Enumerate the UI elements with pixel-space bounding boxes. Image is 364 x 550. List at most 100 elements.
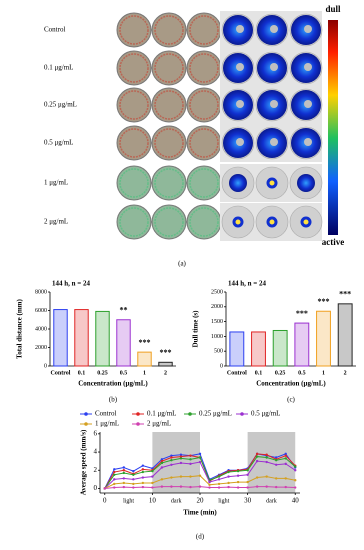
well xyxy=(151,50,187,86)
well xyxy=(186,125,222,161)
trace xyxy=(189,90,219,120)
well xyxy=(151,125,187,161)
trace xyxy=(154,15,184,45)
bar xyxy=(137,351,152,367)
point xyxy=(255,485,259,488)
dark-phase xyxy=(247,432,296,493)
heat xyxy=(229,174,247,192)
x-tick-label: 0.25 xyxy=(275,370,286,376)
bar xyxy=(337,303,353,367)
point xyxy=(284,454,287,457)
point xyxy=(189,462,192,466)
significance: *** xyxy=(139,338,151,347)
point xyxy=(294,479,297,482)
well xyxy=(186,87,222,123)
legend-label: 0.5 μg/mL xyxy=(251,410,280,418)
point xyxy=(198,456,202,459)
point xyxy=(255,476,259,479)
significance: ** xyxy=(120,306,128,315)
trace xyxy=(154,128,184,158)
heat xyxy=(232,216,244,228)
colorbar-bottom: active xyxy=(322,237,345,247)
point xyxy=(132,469,135,473)
point xyxy=(179,461,183,465)
point xyxy=(284,477,287,480)
point xyxy=(141,464,145,467)
trace xyxy=(119,168,149,198)
point xyxy=(132,473,135,476)
x-tick-label: 0.5 xyxy=(298,370,306,376)
point xyxy=(294,465,297,468)
legend-label: 2 μg/mL xyxy=(147,420,171,428)
x-tick-label: 40 xyxy=(292,497,300,505)
x-tick-label: 1 xyxy=(143,370,146,376)
point xyxy=(122,466,126,469)
significance: *** xyxy=(160,348,172,357)
point xyxy=(170,454,173,457)
well xyxy=(186,50,222,86)
panel-title: 144 h, n = 24 xyxy=(228,280,267,288)
point xyxy=(179,453,183,456)
row-label: 0.5 μg/mL xyxy=(44,139,73,147)
point xyxy=(198,452,202,456)
point xyxy=(141,476,145,479)
row-label: 0.25 μg/mL xyxy=(44,101,77,109)
point xyxy=(141,470,145,474)
point xyxy=(265,456,268,459)
point xyxy=(294,486,297,489)
phase-label: dark xyxy=(266,498,277,504)
bar xyxy=(116,319,131,367)
point xyxy=(217,482,221,486)
point xyxy=(217,478,221,481)
x-tick-label: 20 xyxy=(197,497,205,505)
point xyxy=(265,453,268,456)
point xyxy=(255,455,259,458)
point xyxy=(246,486,249,489)
point xyxy=(284,452,287,456)
point xyxy=(217,475,221,478)
point xyxy=(151,475,154,478)
heat-core xyxy=(270,100,278,108)
point xyxy=(227,470,230,474)
heat-core xyxy=(270,138,278,146)
caption: (c) xyxy=(287,396,295,404)
point xyxy=(246,469,249,472)
point xyxy=(113,486,116,489)
point xyxy=(284,462,287,466)
point xyxy=(113,470,116,474)
point xyxy=(179,457,183,460)
point xyxy=(151,469,154,473)
point xyxy=(217,486,221,489)
point xyxy=(179,485,183,488)
significance: *** xyxy=(296,309,308,318)
well xyxy=(186,12,222,48)
bar xyxy=(316,310,331,367)
dark-phase xyxy=(152,432,200,493)
point xyxy=(103,487,106,490)
phase-label: light xyxy=(123,498,134,504)
point xyxy=(132,482,135,486)
point xyxy=(141,485,145,489)
caption: (b) xyxy=(109,396,118,404)
point xyxy=(189,475,192,478)
trace xyxy=(189,15,219,45)
heat-core xyxy=(270,25,278,33)
caption: (d) xyxy=(196,533,205,541)
x-tick-label: 2 xyxy=(344,370,347,376)
point xyxy=(198,474,202,477)
point xyxy=(236,469,240,473)
y-tick-label: 0 xyxy=(44,363,47,369)
point xyxy=(265,475,268,478)
point xyxy=(246,473,249,476)
legend-marker xyxy=(240,412,244,416)
point xyxy=(255,452,259,456)
point xyxy=(246,480,249,484)
trace xyxy=(189,53,219,83)
point xyxy=(113,478,116,481)
point xyxy=(208,486,211,489)
heat-core xyxy=(304,63,312,71)
x-tick-label: Control xyxy=(227,370,247,376)
well xyxy=(116,87,152,123)
y-tick-label: 500 xyxy=(214,349,223,355)
x-tick-label: 0 xyxy=(103,497,107,505)
